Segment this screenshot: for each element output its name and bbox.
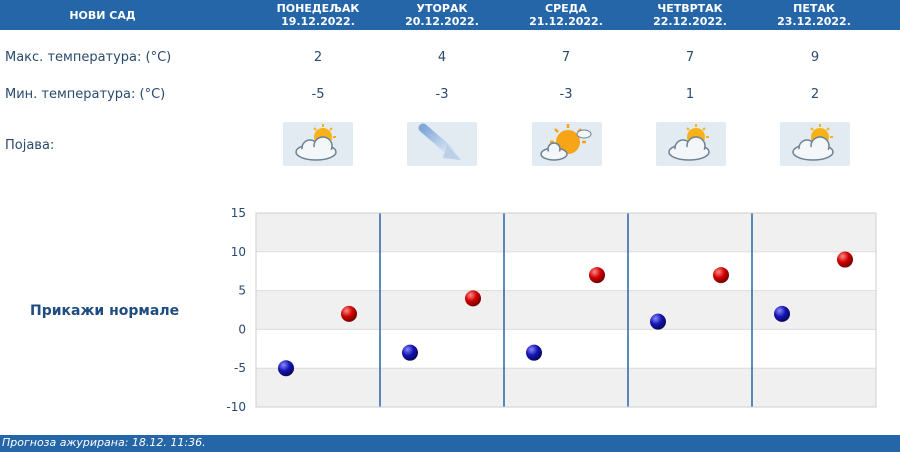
- max-temp-value: 4: [437, 50, 447, 65]
- partly-cloudy-icon: [780, 122, 850, 166]
- min-temp-value: 1: [685, 87, 695, 102]
- day-name: ПОНЕДЕЉАК: [276, 2, 360, 15]
- day-date: 19.12.2022.: [281, 15, 355, 28]
- max-temp-point: [589, 267, 605, 284]
- partly-cloudy-icon: [656, 122, 726, 166]
- phenomenon-label: Појава:: [5, 138, 55, 153]
- day-name: СРЕДА: [545, 2, 587, 15]
- sun-cloud-icon: [532, 122, 602, 166]
- y-tick-label: 5: [238, 284, 246, 298]
- day-date: 20.12.2022.: [405, 15, 479, 28]
- min-temp-value: -5: [311, 87, 325, 102]
- day-column-header: УТОРАК 20.12.2022.: [387, 2, 497, 32]
- chart-band: [256, 368, 876, 407]
- min-temp-point: [774, 305, 790, 322]
- day-column-header: ПОНЕДЕЉАК 19.12.2022.: [263, 2, 373, 32]
- y-tick-label: 15: [231, 206, 246, 220]
- day-name: ЧЕТВРТАК: [657, 2, 723, 15]
- max-temp-point: [341, 305, 357, 322]
- min-temp-value: -3: [435, 87, 449, 102]
- day-date: 21.12.2022.: [529, 15, 603, 28]
- max-temp-point: [713, 267, 729, 284]
- y-tick-label: -5: [234, 361, 246, 375]
- min-temp-point: [278, 360, 294, 377]
- min-temp-value: 2: [810, 87, 820, 102]
- day-name: УТОРАК: [416, 2, 468, 15]
- min-temp-label: Мин. температура: (°C): [5, 87, 166, 102]
- city-name: НОВИ САД: [69, 9, 136, 22]
- y-tick-label: -10: [226, 400, 246, 414]
- max-temp-value: 9: [810, 50, 820, 65]
- max-temp-value: 7: [685, 50, 695, 65]
- day-date: 23.12.2022.: [777, 15, 851, 28]
- forecast-header: НОВИ САД ПОНЕДЕЉАК 19.12.2022. УТОРАК 20…: [0, 0, 900, 30]
- day-name: ПЕТАК: [793, 2, 835, 15]
- y-tick-label: 10: [231, 245, 246, 259]
- y-tick-label: 0: [238, 322, 246, 336]
- max-temp-value: 7: [561, 50, 571, 65]
- partly-cloudy-icon: [283, 122, 353, 166]
- max-temp-label: Макс. температура: (°C): [5, 50, 172, 65]
- show-normals-link[interactable]: Прикажи нормале: [30, 303, 180, 319]
- min-temp-point: [402, 344, 418, 361]
- max-temp-value: 2: [313, 50, 323, 65]
- day-column-header: СРЕДА 21.12.2022.: [511, 2, 621, 32]
- footer-bar: Прогноза ажурирана: 18.12. 11:36.: [0, 435, 900, 452]
- min-temp-value: -3: [559, 87, 573, 102]
- wind-arrow-icon: [407, 122, 477, 166]
- forecast-updated: Прогноза ажурирана: 18.12. 11:36.: [2, 436, 206, 449]
- day-date: 22.12.2022.: [653, 15, 727, 28]
- max-temp-point: [837, 251, 853, 268]
- day-column-header: ЧЕТВРТАК 22.12.2022.: [635, 2, 745, 32]
- chart-band: [256, 213, 876, 252]
- max-temp-point: [465, 290, 481, 307]
- min-temp-point: [526, 344, 542, 361]
- min-temp-point: [650, 313, 666, 330]
- chart-band: [256, 290, 876, 330]
- day-column-header: ПЕТАК 23.12.2022.: [759, 2, 869, 32]
